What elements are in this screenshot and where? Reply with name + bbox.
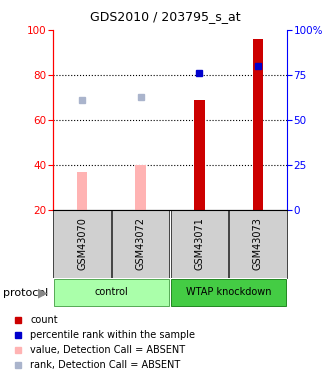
Text: GSM43072: GSM43072 [136, 217, 146, 270]
Bar [194, 100, 205, 210]
Text: value, Detection Call = ABSENT: value, Detection Call = ABSENT [30, 345, 185, 355]
Text: percentile rank within the sample: percentile rank within the sample [30, 330, 195, 340]
Text: GSM43071: GSM43071 [194, 217, 204, 270]
Bar [252, 39, 263, 210]
Bar [54, 279, 169, 306]
Bar [135, 165, 146, 210]
Text: ▶: ▶ [38, 286, 48, 299]
Bar [171, 279, 286, 306]
Bar [53, 210, 111, 278]
Text: count: count [30, 315, 58, 325]
Bar [112, 210, 169, 278]
Text: GSM43070: GSM43070 [77, 217, 87, 270]
Bar [77, 172, 87, 210]
Bar [229, 210, 286, 278]
Text: rank, Detection Call = ABSENT: rank, Detection Call = ABSENT [30, 360, 181, 370]
Text: control: control [94, 287, 128, 297]
Text: protocol: protocol [3, 288, 49, 297]
Bar [171, 210, 228, 278]
Text: GSM43073: GSM43073 [253, 217, 263, 270]
Text: GDS2010 / 203795_s_at: GDS2010 / 203795_s_at [90, 10, 240, 23]
Text: WTAP knockdown: WTAP knockdown [186, 287, 271, 297]
